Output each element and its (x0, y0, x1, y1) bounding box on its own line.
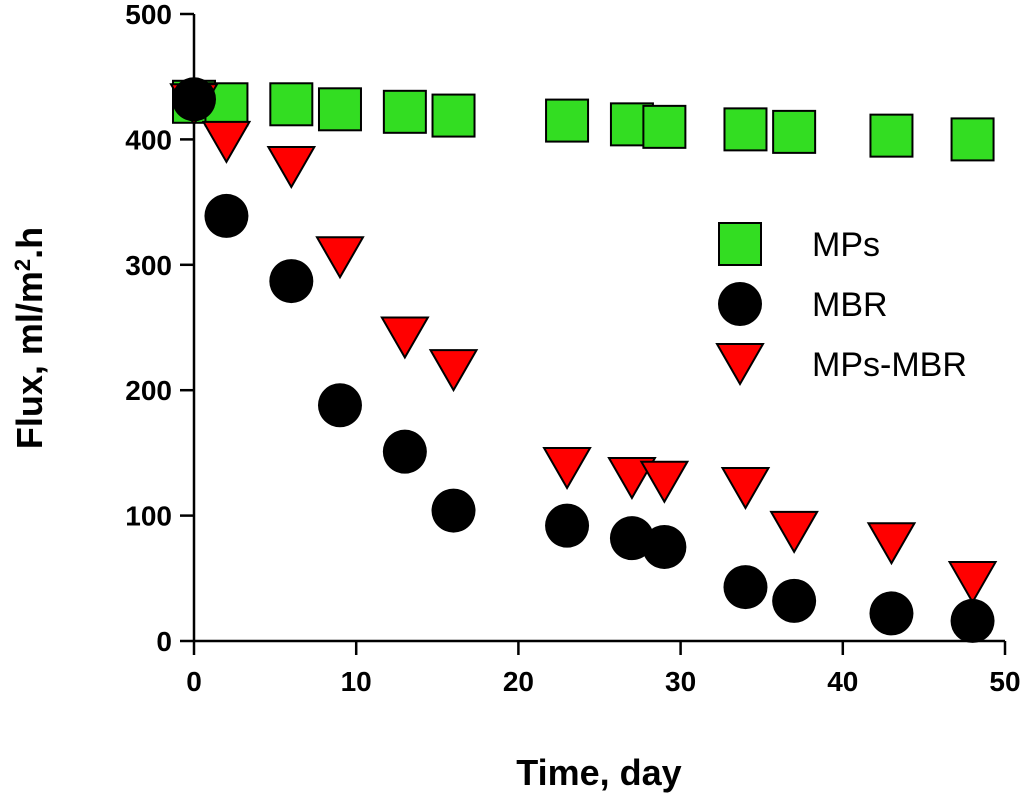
x-tick-label: 30 (665, 666, 696, 697)
data-point-mbr (431, 488, 476, 533)
x-ticks: 0 10 20 30 40 50 (186, 641, 1021, 697)
legend-marker-mbr (718, 282, 762, 326)
x-axis-title: Time, day (516, 752, 681, 793)
legend: MPs MBR MPs-MBR (715, 222, 967, 387)
data-point-mps (431, 93, 476, 138)
y-axis-title-suffix: .h (9, 227, 50, 259)
y-tick-label: 400 (125, 124, 172, 155)
legend-marker-mps-mbr (715, 343, 765, 387)
data-point-mps-mbr (428, 349, 479, 393)
data-point-mbr (317, 383, 362, 428)
data-point-mbr (204, 193, 249, 238)
y-ticks: 0 100 200 300 400 500 (125, 0, 194, 657)
data-point-mps-mbr (266, 145, 317, 189)
x-tick-label: 50 (989, 666, 1020, 697)
data-point-mbr (382, 429, 427, 474)
data-point-mps (950, 117, 995, 162)
y-tick-label: 100 (125, 501, 172, 532)
legend-marker-mps (718, 222, 762, 266)
data-point-mps (545, 98, 590, 143)
data-point-mbr (269, 259, 314, 304)
y-tick-label: 200 (125, 375, 172, 406)
data-point-mps (723, 107, 768, 152)
data-point-mps (317, 87, 362, 132)
data-point-mps (772, 109, 817, 154)
y-axis-title-sup: 2 (10, 259, 35, 271)
data-point-mps-mbr (769, 510, 819, 554)
y-axis-title-main: Flux, ml/m (9, 271, 50, 449)
data-point-mps-mbr (315, 236, 365, 280)
data-point-mps-mbr (947, 561, 998, 605)
data-point-mps (269, 82, 314, 127)
y-tick-label: 300 (125, 250, 172, 281)
data-point-mps (642, 104, 687, 149)
y-tick-label: 0 (156, 626, 172, 657)
x-tick-label: 40 (827, 666, 858, 697)
series-mps (172, 79, 995, 162)
legend-label-mps: MPs (812, 226, 880, 264)
axes: 0 100 200 300 400 500 0 10 20 30 40 50 (125, 0, 1020, 697)
data-point-mps-mbr (380, 316, 430, 360)
legend-label-mbr: MBR (812, 286, 888, 324)
data-point-mps-mbr (866, 522, 917, 566)
x-tick-label: 0 (186, 666, 202, 697)
data-point-mps-mbr (639, 460, 690, 504)
data-point-mbr (950, 598, 995, 643)
data-point-mbr (545, 503, 590, 548)
x-tick-label: 10 (341, 666, 372, 697)
data-point-mps (382, 89, 427, 134)
data-point-mps-mbr (607, 456, 657, 500)
data-point-mbr (723, 565, 768, 610)
data-point-mps-mbr (542, 446, 592, 490)
data-point-mbr (172, 77, 216, 122)
data-point-mps-mbr (720, 467, 771, 511)
x-tick-label: 20 (503, 666, 534, 697)
series-layer (169, 77, 998, 643)
series-mbr (172, 77, 995, 643)
data-point-mps-mbr (201, 120, 252, 164)
data-point-mbr (869, 591, 914, 636)
y-tick-label: 500 (125, 0, 172, 30)
data-point-mbr (642, 524, 687, 569)
data-point-mps (869, 113, 914, 158)
legend-label-mps-mbr: MPs-MBR (812, 346, 967, 384)
y-axis-title: Flux, ml/m2.h (9, 227, 50, 449)
data-point-mbr (772, 578, 817, 623)
